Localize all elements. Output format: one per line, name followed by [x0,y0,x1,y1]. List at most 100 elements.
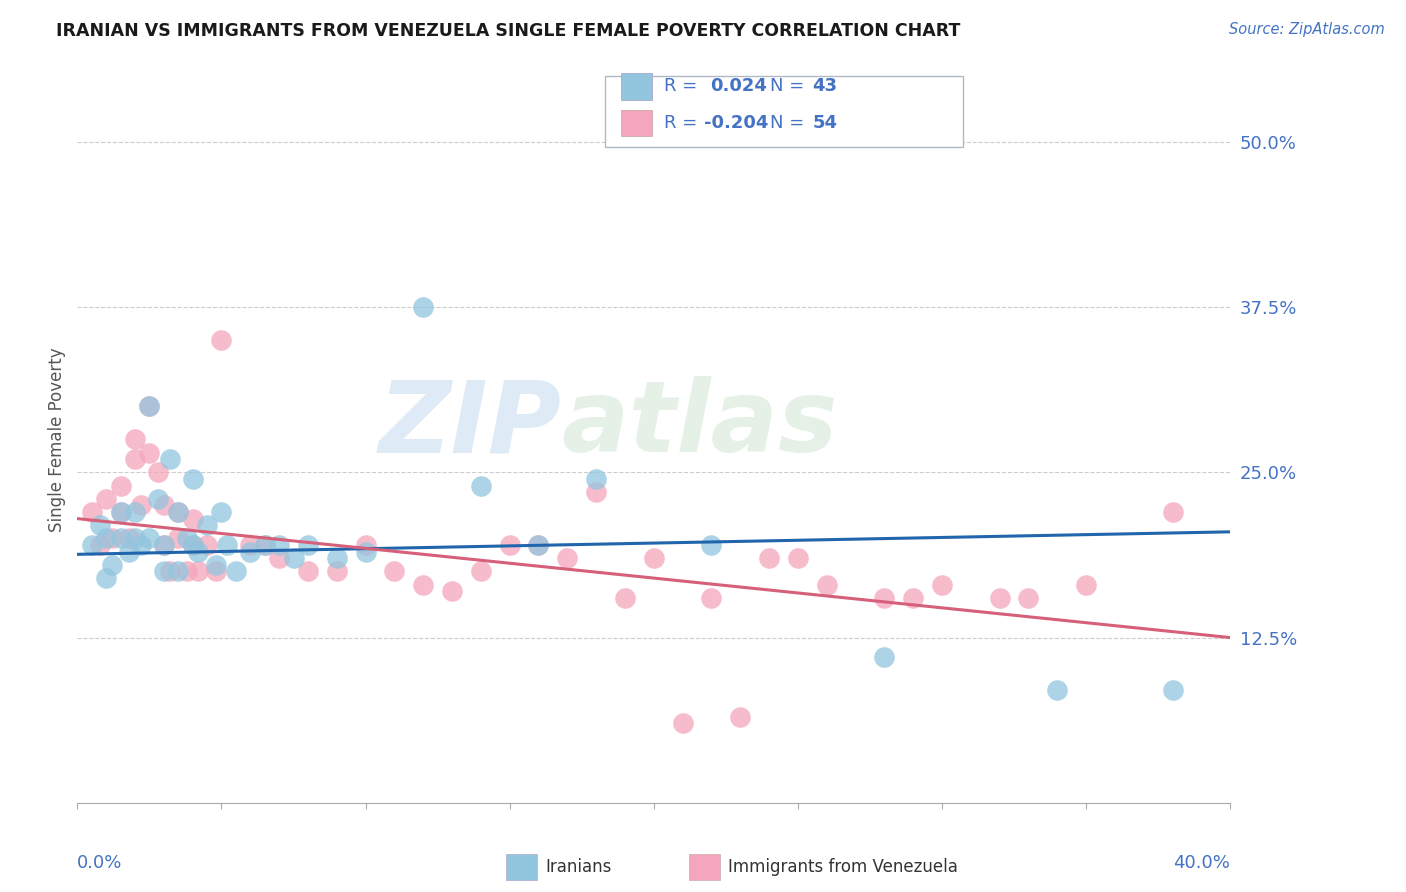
Point [643,551,665,566]
Point [470,478,492,492]
Point [167,505,190,519]
Point [129,538,152,552]
Point [129,499,152,513]
Point [700,538,723,552]
Point [153,538,174,552]
Text: 43: 43 [813,77,838,95]
Point [138,445,160,459]
Point [187,565,209,579]
Point [195,518,218,533]
Point [101,558,124,572]
Point [181,538,204,552]
Point [195,538,218,552]
Point [118,544,141,558]
Point [96,571,118,585]
Point [931,578,953,592]
Text: R =: R = [664,77,697,95]
Text: Source: ZipAtlas.com: Source: ZipAtlas.com [1229,22,1385,37]
Point [176,532,198,546]
Text: 54: 54 [813,114,838,132]
Point [138,399,160,413]
Text: N =: N = [770,114,804,132]
Point [181,511,204,525]
Point [80,538,103,552]
Point [412,578,434,592]
Point [1161,505,1184,519]
Point [110,532,132,546]
Point [527,538,550,552]
Point [110,505,132,519]
Point [101,532,124,546]
Point [124,532,146,546]
Text: ZIP: ZIP [378,376,561,474]
Point [153,538,174,552]
Y-axis label: Single Female Poverty: Single Female Poverty [48,347,66,532]
Text: R =: R = [664,114,697,132]
Point [89,518,111,533]
Point [187,544,209,558]
Point [382,565,406,579]
Point [204,558,226,572]
Point [124,505,146,519]
Point [1076,578,1098,592]
Point [253,538,276,552]
Point [267,551,291,566]
Point [672,716,695,731]
Point [176,565,198,579]
Point [1046,683,1069,698]
Point [181,538,204,552]
Point [354,538,377,552]
Point [181,472,204,486]
Point [499,538,522,552]
Point [441,584,464,599]
Point [585,472,607,486]
Point [118,532,141,546]
Point [138,399,160,413]
Point [253,538,276,552]
Point [700,591,723,605]
Point [873,591,896,605]
Point [470,565,492,579]
Point [167,532,190,546]
Text: Immigrants from Venezuela: Immigrants from Venezuela [728,858,957,876]
Text: IRANIAN VS IMMIGRANTS FROM VENEZUELA SINGLE FEMALE POVERTY CORRELATION CHART: IRANIAN VS IMMIGRANTS FROM VENEZUELA SIN… [56,22,960,40]
Point [124,432,146,446]
Point [239,538,262,552]
Point [96,491,118,506]
Text: Iranians: Iranians [546,858,612,876]
Point [527,538,550,552]
Point [153,499,174,513]
Point [153,565,174,579]
Point [124,452,146,467]
Point [167,565,190,579]
Point [758,551,780,566]
Point [903,591,925,605]
Point [614,591,637,605]
Point [297,538,319,552]
Point [267,538,291,552]
Point [557,551,579,566]
Point [239,544,262,558]
Text: 0.0%: 0.0% [77,854,122,871]
Point [159,452,181,467]
Point [354,544,377,558]
Text: atlas: atlas [561,376,838,474]
Text: -0.204: -0.204 [704,114,769,132]
Point [873,650,896,665]
Point [297,565,319,579]
Point [110,478,132,492]
Point [325,565,349,579]
Point [159,565,181,579]
Text: 0.024: 0.024 [710,77,766,95]
Point [89,538,111,552]
Point [225,565,247,579]
Point [211,505,233,519]
Text: N =: N = [770,77,804,95]
Point [146,491,169,506]
Text: 40.0%: 40.0% [1174,854,1230,871]
Point [283,551,305,566]
Point [110,505,132,519]
Point [412,300,434,314]
Point [211,333,233,347]
Point [217,538,239,552]
